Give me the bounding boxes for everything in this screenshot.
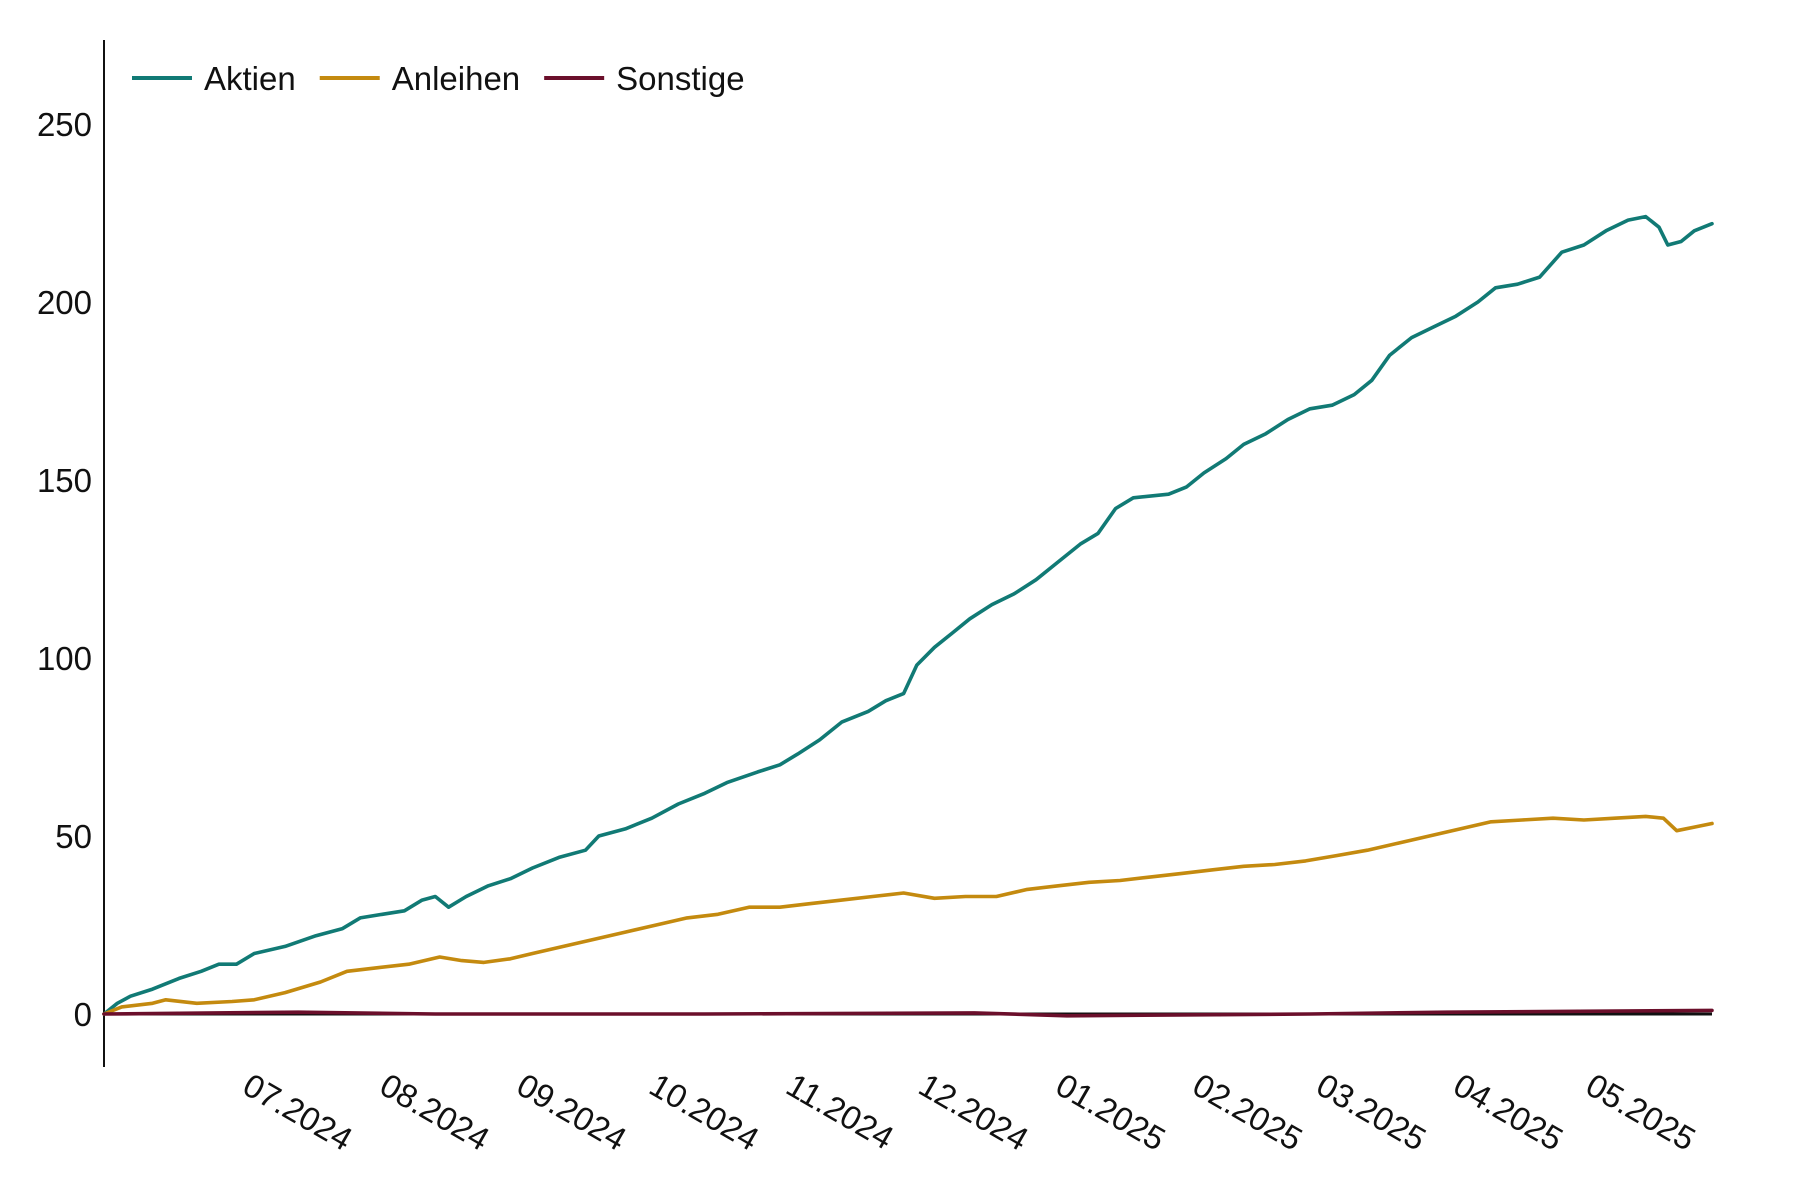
x-tick-label: 09.2024 xyxy=(511,1066,633,1158)
series-line-aktien xyxy=(102,214,1714,1016)
y-axis: 0 50 100 150 200 250 xyxy=(37,40,105,1067)
series-lines xyxy=(102,214,1714,1018)
legend-label-anleihen: Anleihen xyxy=(392,60,520,97)
y-tick-label: 100 xyxy=(37,640,92,677)
x-tick-label: 08.2024 xyxy=(374,1066,496,1158)
y-tick-label: 250 xyxy=(37,106,92,143)
x-axis: 07.2024 08.2024 09.2024 10.2024 11.2024 12.20… xyxy=(237,1066,1702,1158)
legend: Aktien Anleihen Sonstige xyxy=(132,60,745,97)
y-tick-label: 150 xyxy=(37,462,92,499)
x-tick-label: 07.2024 xyxy=(237,1066,359,1158)
x-tick-label: 01.2025 xyxy=(1050,1066,1172,1158)
y-tick-label: 200 xyxy=(37,284,92,321)
legend-label-aktien: Aktien xyxy=(204,60,296,97)
y-tick-label: 0 xyxy=(74,996,92,1033)
series-line-sonstige xyxy=(102,1008,1714,1018)
x-tick-label: 11.2024 xyxy=(780,1066,900,1156)
series-line-anleihen xyxy=(102,814,1714,1016)
x-tick-label: 10.2024 xyxy=(643,1066,765,1158)
y-tick-label: 50 xyxy=(55,818,92,855)
legend-label-sonstige: Sonstige xyxy=(616,60,744,97)
x-tick-label: 12.2024 xyxy=(913,1066,1035,1158)
x-tick-label: 04.2025 xyxy=(1447,1066,1569,1158)
x-tick-label: 02.2025 xyxy=(1187,1066,1309,1158)
x-tick-label: 05.2025 xyxy=(1580,1066,1702,1158)
x-tick-label: 03.2025 xyxy=(1311,1066,1433,1158)
